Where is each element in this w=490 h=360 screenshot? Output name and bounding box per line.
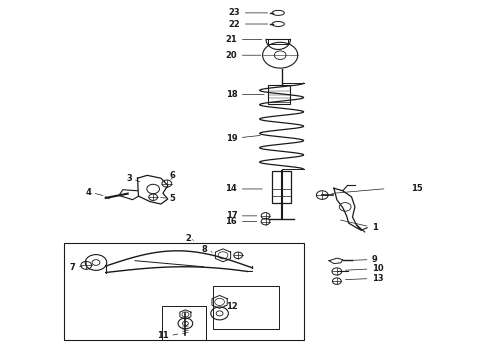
Text: 8: 8 (201, 246, 207, 255)
Text: 14: 14 (225, 184, 237, 193)
Text: 22: 22 (228, 19, 240, 28)
Text: 16: 16 (225, 217, 237, 226)
Bar (269, 40, 288, 44)
Text: 3: 3 (127, 174, 133, 183)
Bar (269, 85, 291, 104)
Text: 15: 15 (411, 184, 423, 193)
Bar (64, 243, 304, 339)
Text: 9: 9 (372, 255, 378, 264)
Text: 13: 13 (372, 274, 384, 283)
Text: 11: 11 (157, 332, 169, 341)
Text: 7: 7 (70, 263, 75, 272)
Text: 5: 5 (169, 194, 175, 203)
Bar (272, 171, 292, 203)
Text: 21: 21 (225, 35, 237, 44)
Text: 18: 18 (225, 90, 237, 99)
Text: 23: 23 (228, 8, 240, 17)
Text: 10: 10 (372, 265, 384, 274)
Text: 4: 4 (85, 188, 91, 197)
Text: 1: 1 (372, 223, 378, 232)
Bar (213, 286, 279, 329)
Text: 12: 12 (226, 302, 238, 311)
Text: 17: 17 (225, 211, 237, 220)
Text: 19: 19 (225, 134, 237, 143)
Text: 2: 2 (185, 234, 191, 243)
Text: 6: 6 (170, 171, 175, 180)
Text: 20: 20 (225, 51, 237, 60)
Bar (162, 306, 206, 339)
